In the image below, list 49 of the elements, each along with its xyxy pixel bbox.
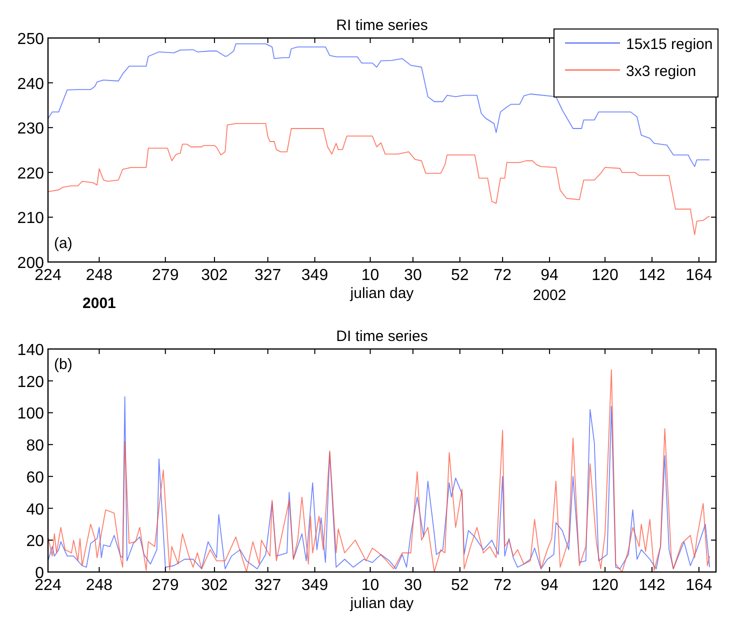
x-tick-label: 248	[86, 267, 113, 284]
x-tick-label: 142	[638, 577, 666, 594]
x-tick-label: 10	[361, 267, 380, 284]
x-tick-label: 120	[592, 267, 618, 284]
x-tick-label: 72	[494, 577, 512, 594]
x-tick-label: 327	[254, 577, 282, 594]
x-axis-title: julian day	[349, 285, 414, 302]
y-tick-label: 220	[17, 165, 44, 182]
chart-title: RI time series	[336, 17, 428, 34]
x-tick-label: 52	[451, 267, 469, 284]
legend-label: 15x15 region	[626, 36, 713, 53]
y-tick-label: 250	[17, 31, 44, 48]
x-tick-label: 248	[86, 577, 113, 594]
x-axis-title: julian day	[349, 595, 414, 612]
x-tick-label: 94	[540, 577, 559, 594]
y-tick-label: 40	[26, 501, 44, 518]
x-tick-label: 279	[152, 267, 179, 284]
y-tick-label: 240	[17, 76, 44, 93]
y-tick-label: 210	[17, 210, 44, 228]
line-series	[48, 123, 710, 236]
y-tick-label: 80	[26, 438, 44, 455]
x-tick-label: 302	[201, 267, 228, 284]
x-tick-label: 30	[404, 267, 422, 284]
annotation: (b)	[54, 356, 72, 373]
x-tick-label: 349	[301, 267, 328, 284]
annotation: (a)	[54, 235, 72, 252]
text: 2002	[532, 287, 566, 304]
chart-title: DI time series	[336, 328, 428, 345]
x-tick-label: 72	[494, 267, 512, 284]
x-tick-label: 349	[301, 577, 328, 594]
x-tick-label: 327	[254, 267, 282, 284]
y-tick-label: 100	[17, 406, 44, 423]
y-tick-label: 120	[17, 374, 44, 391]
legend-label: 3x3 region	[626, 63, 696, 80]
y-tick-label: 60	[26, 469, 44, 486]
x-tick-label: 164	[686, 267, 712, 284]
x-tick-label: 142	[638, 267, 666, 284]
x-tick-label: 52	[451, 577, 469, 594]
x-tick-label: 30	[404, 577, 422, 594]
y-tick-label: 20	[26, 533, 44, 550]
y-tick-label: 140	[17, 342, 44, 359]
x-tick-label: 120	[592, 577, 618, 594]
x-tick-label: 279	[152, 577, 179, 594]
x-tick-label: 94	[540, 267, 559, 284]
text: 2001	[82, 295, 116, 312]
x-tick-label: 164	[686, 577, 712, 594]
x-tick-label: 302	[201, 577, 228, 594]
y-tick-label: 230	[17, 120, 44, 138]
x-tick-label: 10	[361, 577, 380, 594]
